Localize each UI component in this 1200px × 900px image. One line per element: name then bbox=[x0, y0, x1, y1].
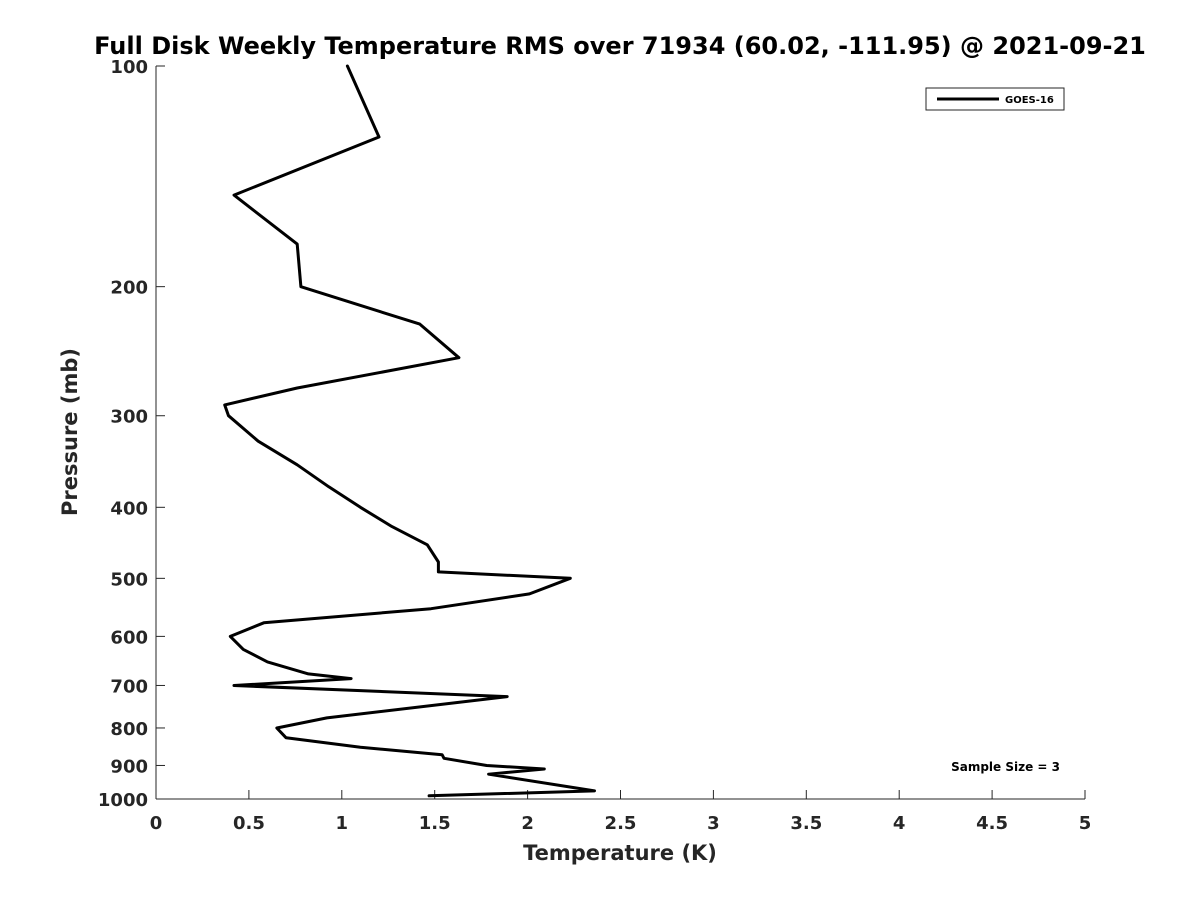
y-tick-label: 900 bbox=[110, 756, 148, 777]
y-tick-label: 300 bbox=[110, 407, 148, 428]
x-tick-label: 4 bbox=[893, 813, 906, 834]
x-tick-label: 2 bbox=[521, 813, 534, 834]
y-tick-label: 500 bbox=[110, 569, 148, 590]
x-tick-label: 2.5 bbox=[605, 813, 637, 834]
y-axis-label: Pressure (mb) bbox=[58, 348, 82, 516]
series-line-goes-16 bbox=[223, 64, 596, 798]
x-axis-label: Temperature (K) bbox=[523, 841, 717, 865]
y-tick-label: 400 bbox=[110, 498, 148, 519]
legend-label-goes-16: GOES-16 bbox=[1005, 95, 1054, 106]
x-tick-label: 1 bbox=[336, 813, 349, 834]
y-tick-label: 700 bbox=[110, 676, 148, 697]
x-tick-label: 3.5 bbox=[790, 813, 822, 834]
x-tick-label: 0.5 bbox=[233, 813, 265, 834]
x-tick-label: 5 bbox=[1079, 813, 1092, 834]
x-tick-label: 0 bbox=[150, 813, 163, 834]
chart-title: Full Disk Weekly Temperature RMS over 71… bbox=[94, 32, 1146, 60]
y-tick-label: 100 bbox=[110, 57, 148, 78]
series-group bbox=[223, 64, 596, 798]
x-tick-label: 3 bbox=[707, 813, 720, 834]
x-tick-label: 1.5 bbox=[419, 813, 451, 834]
x-ticks: 0 0.5 1 1.5 2 2.5 3 3.5 4 4.5 5 bbox=[150, 790, 1092, 834]
y-tick-label: 800 bbox=[110, 719, 148, 740]
sample-size-annotation: Sample Size = 3 bbox=[951, 760, 1060, 774]
x-tick-label: 4.5 bbox=[976, 813, 1008, 834]
legend: GOES-16 bbox=[925, 87, 1065, 111]
y-tick-label: 600 bbox=[110, 627, 148, 648]
y-ticks: 100 200 300 400 500 600 700 800 900 1000 bbox=[98, 57, 165, 811]
y-tick-label: 200 bbox=[110, 278, 148, 299]
y-tick-label: 1000 bbox=[98, 790, 148, 811]
